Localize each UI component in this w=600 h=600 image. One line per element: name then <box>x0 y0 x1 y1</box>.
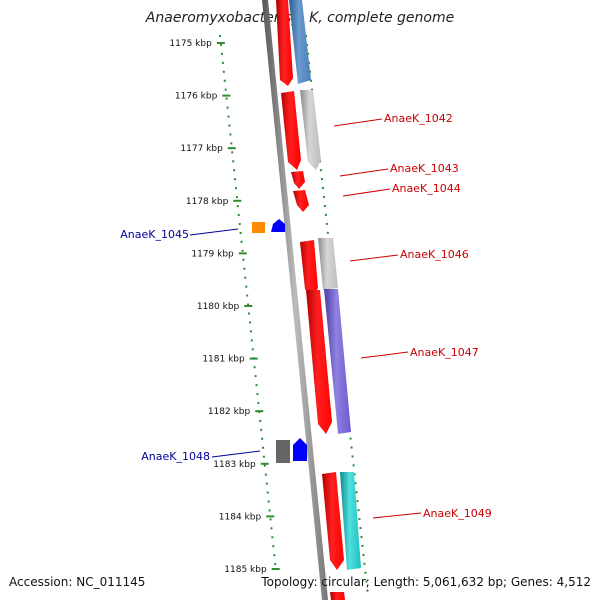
gene-arrow-anaek-1043 <box>291 171 305 189</box>
gene-label-anaek-1049[interactable]: AnaeK_1049 <box>423 507 492 520</box>
ruler-tick-label: 1183 kbp <box>213 460 256 470</box>
ruler-tick-label: 1185 kbp <box>224 565 267 575</box>
gene-arrow-red-bottom <box>330 592 345 600</box>
gene-arrow-anaek-1044 <box>293 190 309 212</box>
gene-arrow-anaek-1047 <box>306 290 332 434</box>
ruler-tick-label: 1181 kbp <box>202 355 245 365</box>
gene-label-anaek-1045[interactable]: AnaeK_1045 <box>120 228 189 241</box>
gene-arrow-anaek-1042 <box>281 91 301 170</box>
leader-anaek-1046 <box>349 254 399 262</box>
gene-arrow-red-top <box>276 0 293 86</box>
ruler-tick-label: 1184 kbp <box>219 512 262 522</box>
gene-arrow-blue-1045 <box>271 219 285 232</box>
leader-anaek-1048 <box>211 450 261 458</box>
gene-label-anaek-1043[interactable]: AnaeK_1043 <box>390 162 459 175</box>
accession-text: Accession: NC_011145 <box>9 575 146 589</box>
gene-arrow-grey-1042 <box>300 90 321 170</box>
gene-arrow-anaek-1045 <box>252 222 265 233</box>
gene-arrow-steelblue-top <box>289 0 311 84</box>
gene-arrow-grey-1046 <box>318 238 338 290</box>
gene-label-anaek-1044[interactable]: AnaeK_1044 <box>392 182 461 195</box>
gene-arrow-anaek-1049 <box>322 472 344 570</box>
ruler-ticks: 1175 kbp 1176 kbp 1177 kbp 1178 kbp 1179 kbp… <box>169 39 280 575</box>
ruler-tick-label: 1176 kbp <box>175 92 218 102</box>
gene-label-anaek-1048[interactable]: AnaeK_1048 <box>141 450 210 463</box>
leader-anaek-1042 <box>333 118 383 127</box>
leader-anaek-1049 <box>372 512 422 519</box>
gene-arrow-anaek-1048 <box>276 440 290 463</box>
ruler-tick-label: 1175 kbp <box>169 39 212 49</box>
ruler-tick-label: 1178 kbp <box>186 197 229 207</box>
gene-label-anaek-1042[interactable]: AnaeK_1042 <box>384 112 453 125</box>
leader-anaek-1044 <box>342 188 391 197</box>
leader-anaek-1043 <box>339 168 389 177</box>
ruler-tick-label: 1180 kbp <box>197 302 240 312</box>
ruler-tick-label: 1182 kbp <box>208 407 251 417</box>
leader-anaek-1045 <box>189 228 239 236</box>
genome-stats-text: Topology: circular; Length: 5,061,632 bp… <box>261 575 591 589</box>
gene-arrow-blue-1048 <box>293 438 307 461</box>
gene-arrow-cyan-1049 <box>340 472 361 570</box>
ruler-tick-label: 1177 kbp <box>180 144 223 154</box>
gene-label-anaek-1046[interactable]: AnaeK_1046 <box>400 248 469 261</box>
genome-backbone <box>262 0 328 600</box>
gene-label-anaek-1047[interactable]: AnaeK_1047 <box>410 346 479 359</box>
gene-arrow-anaek-1046 <box>300 240 318 298</box>
leader-anaek-1047 <box>360 351 409 359</box>
gene-arrow-slate-1047 <box>324 289 351 434</box>
ruler-tick-label: 1179 kbp <box>191 249 234 259</box>
